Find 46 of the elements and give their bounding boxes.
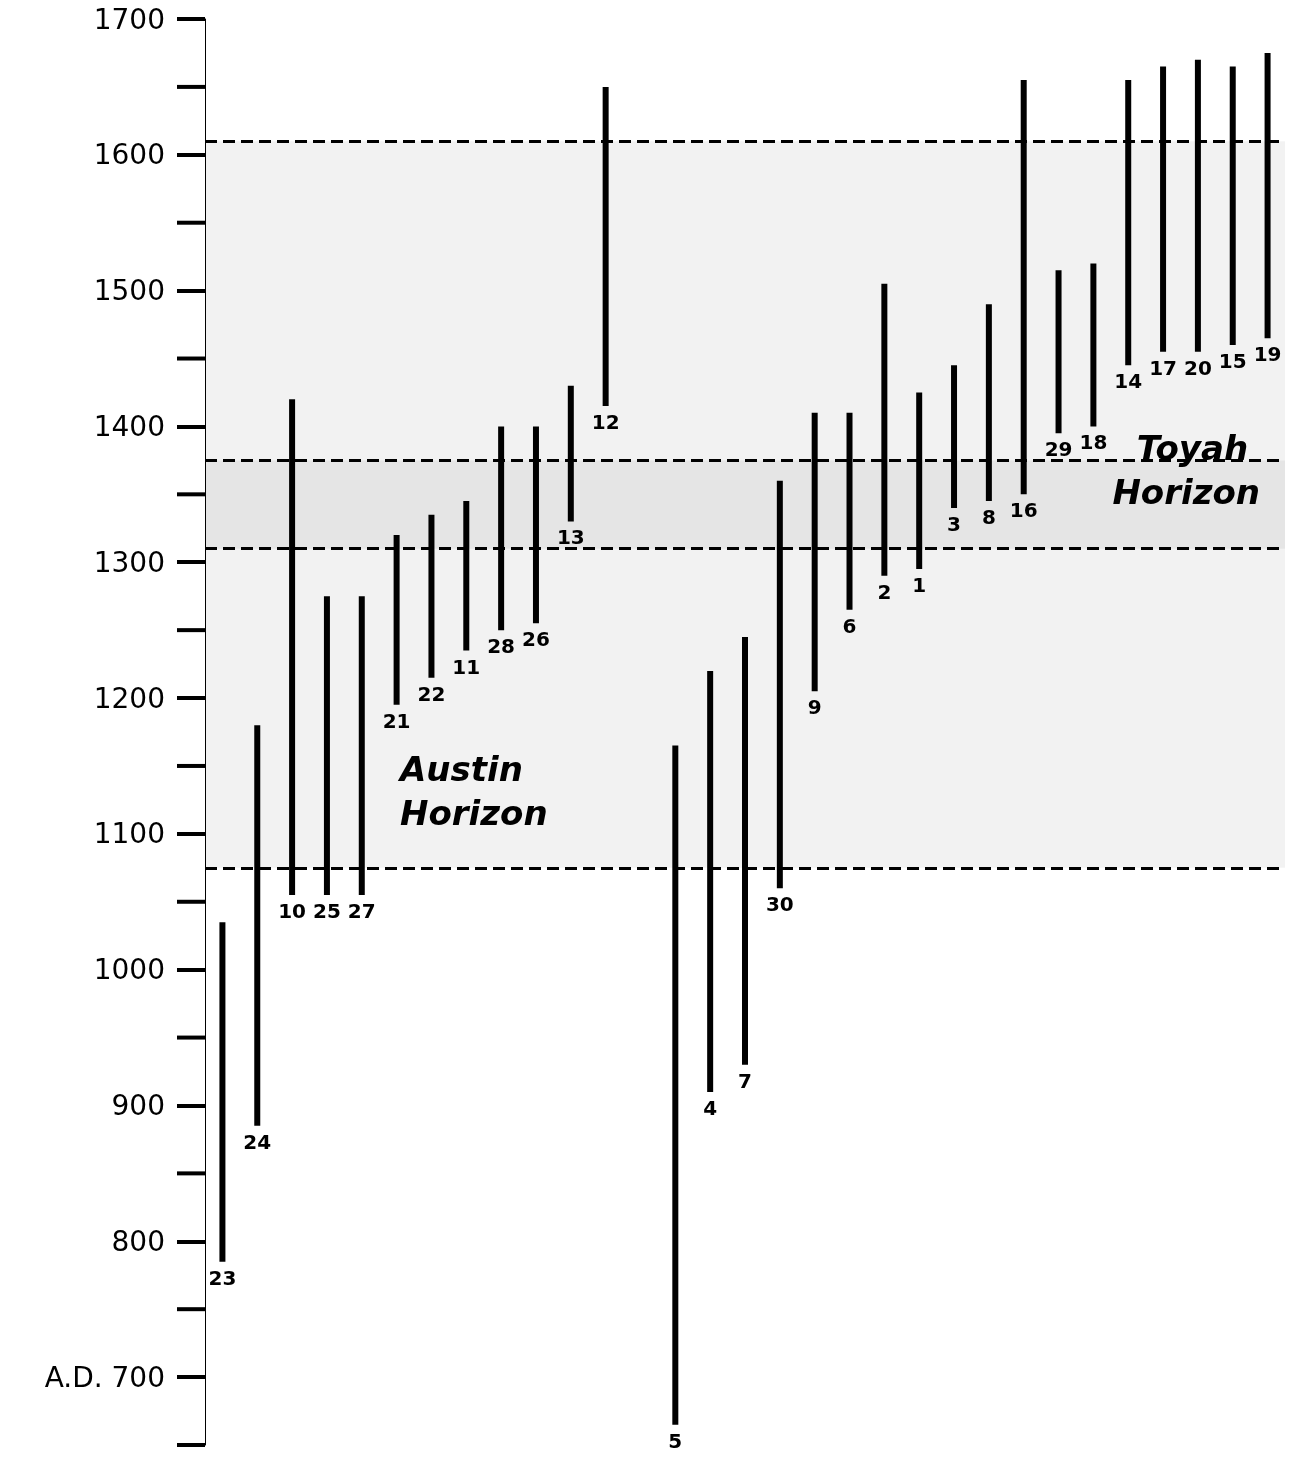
x-tick-label: 13 [556, 525, 585, 550]
x-tick-label: 21 [382, 708, 411, 733]
y-tick-label: 1100 [93, 817, 165, 851]
band-label: Austin Horizon [397, 748, 548, 833]
x-tick-label: 14 [1114, 369, 1143, 394]
band-label: Toyah Horizon [1112, 427, 1260, 512]
x-tick-label: 24 [243, 1129, 272, 1154]
y-tick-label: 1300 [93, 545, 165, 579]
x-tick-label: 23 [208, 1265, 237, 1290]
x-tick-label: 18 [1079, 430, 1108, 455]
x-tick-label: 15 [1218, 348, 1247, 373]
x-tick-label: 12 [591, 410, 620, 435]
y-tick-label: 900 [111, 1088, 165, 1122]
x-tick-label: 5 [668, 1428, 683, 1453]
x-tick-label: 17 [1149, 355, 1177, 380]
x-tick-label: 26 [522, 627, 550, 652]
y-tick-label: 1400 [93, 409, 165, 443]
x-tick-label: 9 [807, 695, 822, 720]
x-tick-label: 25 [313, 898, 341, 923]
bar [219, 922, 226, 1262]
y-tick-label: A.D. 700 [44, 1360, 165, 1394]
x-tick-label: 11 [452, 654, 481, 679]
x-tick-label: 29 [1044, 437, 1073, 462]
x-tick-label: 22 [417, 681, 446, 706]
x-tick-label: 20 [1183, 355, 1212, 380]
y-tick-label: 1700 [93, 2, 165, 36]
x-tick-label: 27 [347, 898, 376, 923]
y-tick-label: 800 [111, 1224, 165, 1258]
x-tick-label: 8 [981, 505, 996, 530]
y-tick-label: 1500 [93, 274, 165, 308]
x-tick-label: 19 [1253, 342, 1282, 367]
x-tick-label: 30 [765, 892, 794, 917]
x-tick-label: 1 [912, 573, 927, 598]
x-tick-label: 2 [877, 579, 892, 604]
x-tick-label: 10 [278, 898, 307, 923]
x-tick-label: 6 [842, 613, 857, 638]
x-tick-label: 7 [738, 1068, 752, 1093]
bar [1055, 270, 1062, 434]
x-tick-label: 16 [1009, 498, 1038, 523]
bar [1090, 263, 1097, 427]
y-tick-label: 1000 [93, 953, 165, 987]
x-tick-label: 28 [487, 634, 516, 659]
y-tick-label: 1200 [93, 681, 165, 715]
x-tick-label: 3 [947, 511, 961, 536]
x-tick-label: 4 [703, 1095, 718, 1120]
y-tick-label: 1600 [93, 138, 165, 172]
